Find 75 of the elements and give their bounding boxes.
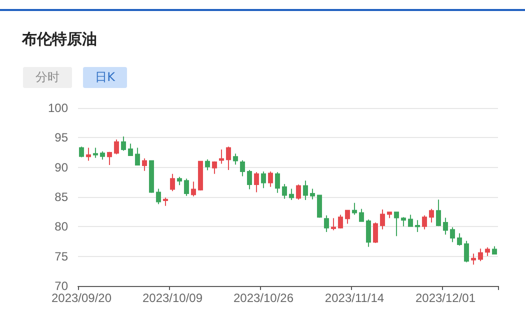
candlestick: [282, 183, 287, 200]
candlestick: [275, 172, 280, 194]
candlestick: [443, 217, 448, 236]
candlestick: [142, 158, 147, 172]
candlestick: [205, 158, 210, 171]
text: 日K: [83, 67, 127, 88]
y-tick-label: 95: [54, 130, 68, 145]
candlestick: [471, 253, 476, 266]
candlestick: [261, 170, 266, 189]
candlestick: [100, 150, 105, 160]
candlestick: [457, 232, 462, 246]
candlestick: [226, 146, 231, 171]
candlestick: [79, 146, 84, 158]
candlestick: [324, 214, 329, 233]
candlestick: [156, 188, 161, 205]
candlestick: [135, 147, 140, 166]
candlestick: [184, 178, 189, 196]
chart-title: 布伦特原油: [22, 30, 97, 49]
candlestick: [345, 210, 350, 224]
candlestick: [163, 197, 168, 206]
y-tick-label: 70: [54, 279, 68, 293]
y-tick-label: 80: [54, 220, 68, 234]
x-tick-label: 2023/10/26: [233, 291, 294, 305]
candlestick: [359, 208, 364, 222]
candlestick: [177, 176, 182, 186]
candlestick: [233, 153, 238, 166]
candlestick: [247, 170, 252, 190]
candlestick: [338, 214, 343, 229]
candlestick: [366, 219, 371, 248]
candlestick: [296, 184, 301, 200]
candlestick: [317, 194, 322, 218]
candlestick: [212, 160, 217, 174]
candlestick: [107, 151, 112, 166]
candlestick: [436, 199, 441, 227]
candlestick: [485, 246, 490, 257]
candlestick: [401, 216, 406, 227]
candlestick: [114, 138, 119, 155]
candlestick: [387, 212, 392, 219]
candlestick: [429, 208, 434, 224]
candlestick: [450, 226, 455, 243]
candlestick: [415, 220, 420, 233]
candlestick: [352, 202, 357, 216]
candlestick: [121, 136, 126, 152]
candlestick: [380, 208, 385, 230]
candlestick: [492, 246, 497, 256]
candlestick: [478, 248, 483, 262]
x-tick-label: 2023/10/09: [142, 291, 203, 305]
candlestick: [310, 188, 315, 200]
candlestick: [86, 147, 91, 162]
candlestick: [303, 180, 308, 200]
candlestick: [219, 149, 224, 164]
candlestick: [331, 218, 336, 231]
candlestick: [268, 170, 273, 188]
x-tick-label: 2023/09/20: [51, 291, 112, 305]
candlestick: [464, 240, 469, 263]
candlestick: [394, 212, 399, 237]
candlestick: [170, 173, 175, 192]
candlestick: [408, 214, 413, 228]
candlestick: [149, 160, 154, 194]
y-tick-label: 85: [54, 190, 68, 204]
x-tick-label: 2023/11/14: [324, 291, 384, 305]
candlestick: [240, 160, 245, 177]
candlestick: [373, 222, 378, 244]
y-tick-label: 90: [54, 160, 68, 174]
candlestick: [254, 172, 259, 193]
y-tick-label: 75: [54, 249, 68, 264]
candlestick: [289, 188, 294, 200]
candlestick: [128, 143, 133, 157]
candlestick: [422, 214, 427, 230]
candlestick: [93, 147, 98, 158]
x-tick-label: 2023/12/01: [415, 291, 476, 305]
text: 分时: [23, 67, 72, 88]
candlestick: [191, 181, 196, 197]
y-tick-label: 100: [48, 101, 68, 115]
candlestick: [198, 160, 203, 191]
